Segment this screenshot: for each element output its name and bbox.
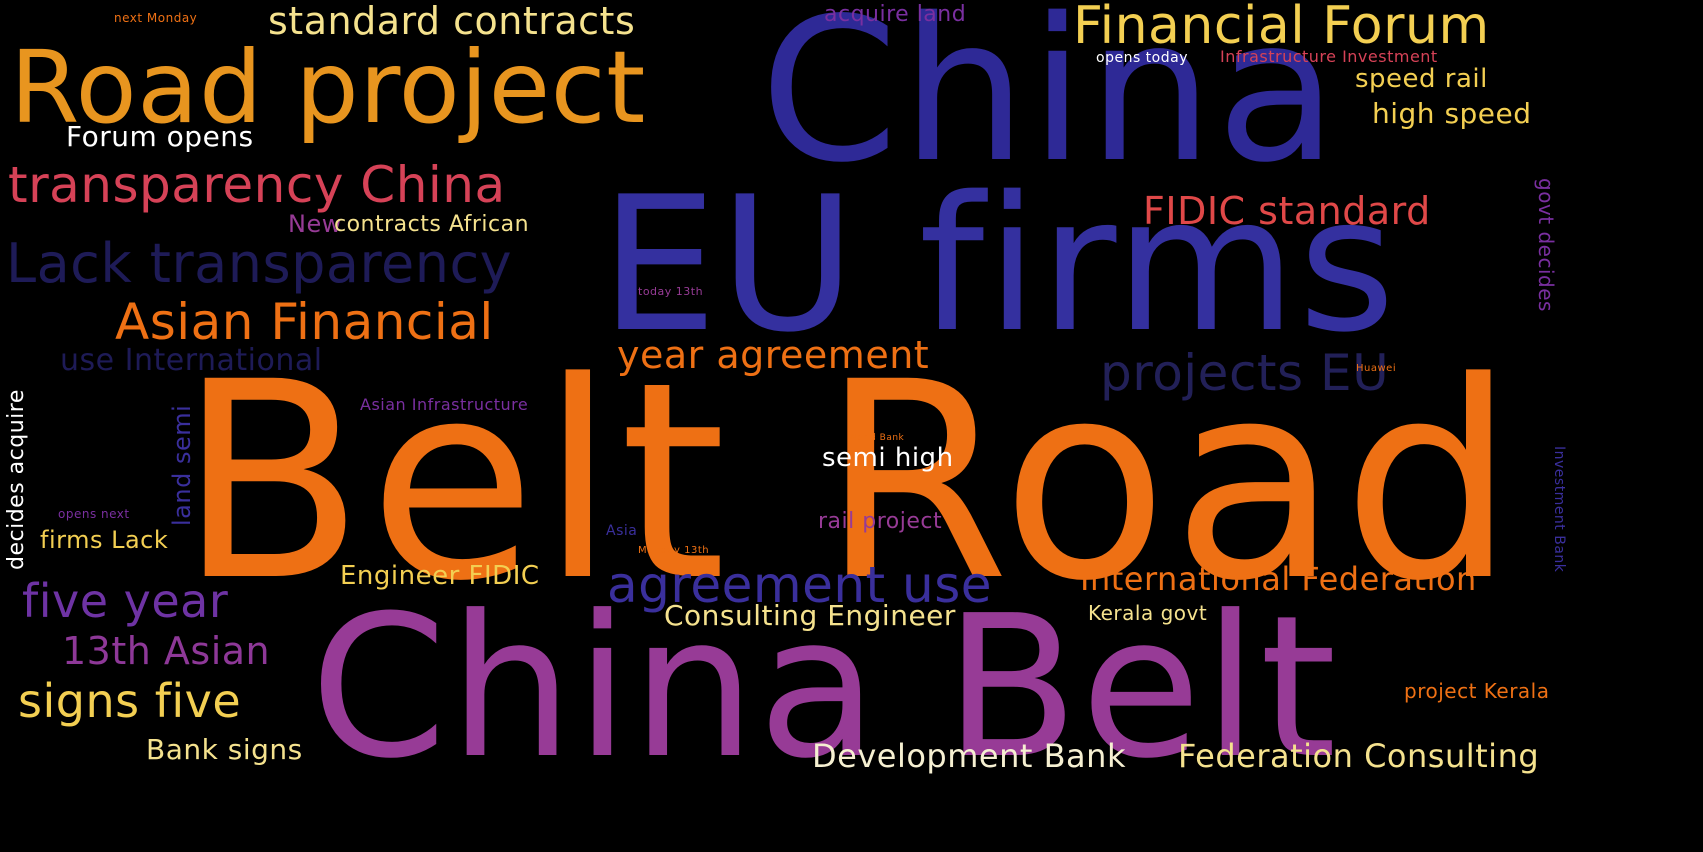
- word-lack-transparency: Lack transparency: [6, 232, 513, 295]
- word-land-semi: land semi: [168, 404, 196, 526]
- word-bank-signs: Bank signs: [146, 733, 303, 766]
- word-fidic-standard: FIDIC standard: [1143, 189, 1431, 233]
- word-high-speed: high speed: [1372, 97, 1532, 130]
- word-eu-firms: EU firms: [600, 156, 1398, 373]
- word-world-bank: World Bank: [848, 433, 905, 443]
- word-standard-contracts: standard contracts: [268, 0, 636, 43]
- word-federation-consulting: Federation Consulting: [1178, 737, 1540, 775]
- word-forum-opens: Forum opens: [66, 120, 254, 153]
- word-china-top: China: [760, 0, 1341, 206]
- word-projects-eu: projects EU: [1100, 344, 1390, 402]
- word-next-monday: next Monday: [114, 11, 198, 25]
- word-semi-high: semi high: [822, 443, 954, 473]
- word-financial-forum: Financial Forum: [1073, 0, 1490, 56]
- word-asian-infrastructure: Asian Infrastructure: [360, 395, 529, 414]
- word-investment-bank: Investment Bank: [1551, 446, 1567, 573]
- word-use-international: use International: [60, 343, 323, 378]
- word-asia: Asia: [606, 523, 638, 539]
- word-acquire-land: acquire land: [824, 2, 967, 27]
- word-opens-next: opens next: [58, 507, 130, 521]
- word-international-federation: International Federation: [1080, 560, 1477, 598]
- word-13th-asian: 13th Asian: [62, 629, 271, 673]
- word-asian-financial: Asian Financial: [115, 293, 494, 351]
- word-kerala-govt: Kerala govt: [1088, 601, 1208, 625]
- word-signs-five: signs five: [18, 674, 242, 728]
- word-new: New: [288, 210, 342, 238]
- word-project-kerala: project Kerala: [1404, 679, 1550, 703]
- word-development-bank: Development Bank: [812, 737, 1126, 775]
- word-year-agreement: year agreement: [617, 333, 930, 377]
- word-decides-acquire: decides acquire: [4, 389, 29, 570]
- word-monday-13th: Monday 13th: [638, 545, 710, 556]
- word-agreement-use: agreement use: [607, 556, 993, 614]
- word-today-13th: today 13th: [638, 285, 704, 298]
- word-road-project: Road project: [10, 29, 646, 146]
- word-five-year: five year: [22, 574, 229, 628]
- word-huawei: Huawei: [1356, 363, 1397, 374]
- word-speed-rail: speed rail: [1355, 64, 1488, 94]
- word-china-belt: China Belt: [310, 574, 1339, 802]
- word-govt-decides: govt decides: [1534, 178, 1558, 312]
- word-infrastructure-investment: Infrastructure Investment: [1220, 47, 1438, 66]
- word-consulting-engineer: Consulting Engineer: [664, 599, 956, 632]
- word-contracts-african: contracts African: [334, 212, 530, 237]
- word-belt-road: Belt Road: [178, 325, 1520, 641]
- word-firms-lack: firms Lack: [40, 526, 169, 554]
- word-rail-project: rail project: [818, 509, 943, 534]
- word-transparency-china: transparency China: [8, 156, 506, 214]
- word-engineer-fidic: Engineer FIDIC: [340, 561, 540, 591]
- word-opens-today: opens today: [1096, 50, 1188, 66]
